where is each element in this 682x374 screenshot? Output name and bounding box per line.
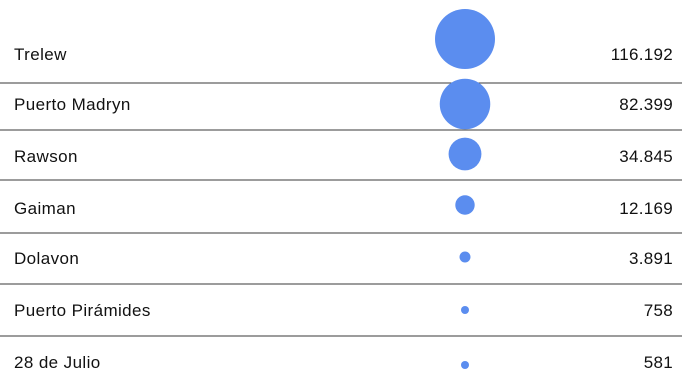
row-name-label: 28 de Julio: [14, 353, 101, 372]
value-bubble: [448, 137, 482, 171]
table-rows: Trelew 116.192 Puerto Madryn 82.399 Rawson 34…: [0, 9, 682, 372]
row-value-label: 82.399: [619, 95, 673, 114]
row-value-label: 758: [644, 301, 673, 320]
row-value-label: 34.845: [619, 147, 673, 166]
row-value-label: 3.891: [629, 249, 673, 268]
row-name-label: Trelew: [14, 45, 67, 64]
value-bubble: [439, 78, 491, 130]
value-bubble: [461, 361, 469, 369]
row-value-label: 581: [644, 353, 673, 372]
value-bubble: [461, 306, 469, 314]
row-name-label: Gaiman: [14, 199, 76, 218]
row-value-label: 116.192: [611, 45, 673, 64]
row-name-label: Rawson: [14, 147, 78, 166]
value-bubble: [459, 251, 471, 263]
row-value-label: 12.169: [619, 199, 673, 218]
row-name-label: Puerto Madryn: [14, 95, 131, 114]
row-name-label: Puerto Pirámides: [14, 301, 151, 320]
value-bubble: [455, 195, 475, 215]
value-bubble: [435, 9, 495, 69]
row-name-label: Dolavon: [14, 249, 79, 268]
